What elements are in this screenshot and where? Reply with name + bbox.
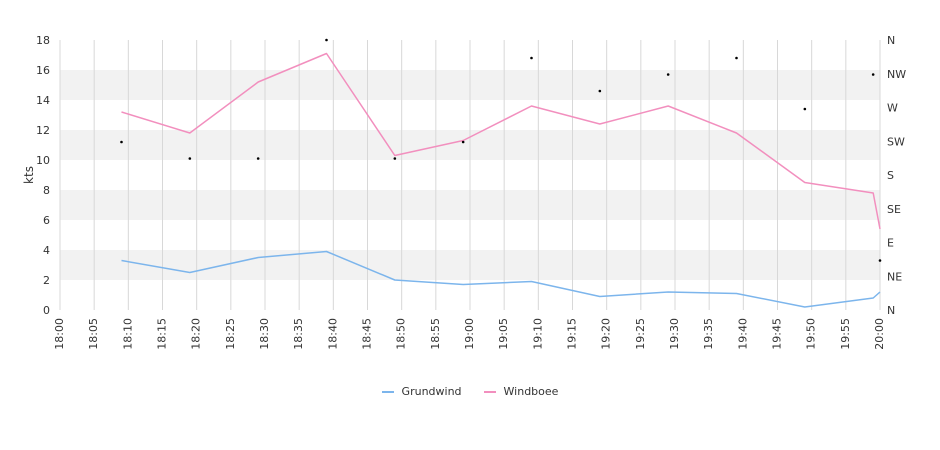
x-tick-label: 18:20 bbox=[190, 318, 203, 350]
x-tick-label: 19:20 bbox=[600, 318, 613, 350]
direction-marker bbox=[188, 157, 192, 160]
x-tick-label: 18:35 bbox=[292, 318, 305, 350]
x-tick-label: 18:30 bbox=[258, 318, 271, 350]
y-tick-label: 2 bbox=[43, 274, 50, 287]
x-tick-label: 18:05 bbox=[87, 318, 100, 350]
direction-marker bbox=[598, 89, 602, 93]
y-tick-label: 14 bbox=[36, 94, 50, 107]
x-tick-label: 19:40 bbox=[736, 318, 749, 350]
x-tick-label: 18:40 bbox=[326, 318, 339, 350]
x-tick-label: 18:50 bbox=[395, 318, 408, 350]
right-tick-label: SW bbox=[887, 135, 905, 148]
x-tick-label: 19:00 bbox=[463, 318, 476, 350]
x-tick-label: 18:15 bbox=[156, 318, 169, 350]
direction-marker bbox=[120, 140, 123, 144]
y-tick-label: 0 bbox=[43, 304, 50, 317]
y-tick-label: 8 bbox=[43, 184, 50, 197]
x-tick-label: 19:05 bbox=[497, 318, 510, 350]
x-tick-label: 19:50 bbox=[805, 318, 818, 350]
direction-markers bbox=[120, 38, 882, 262]
right-tick-label: SE bbox=[887, 203, 901, 216]
x-tick-label: 18:10 bbox=[121, 318, 134, 350]
direction-marker bbox=[735, 56, 738, 60]
y-tick-label: 10 bbox=[36, 154, 50, 167]
right-tick-label: N bbox=[887, 304, 895, 317]
y-tick-label: 4 bbox=[43, 244, 50, 257]
direction-marker bbox=[325, 38, 328, 42]
legend-item-windboee[interactable]: Windboee bbox=[483, 385, 559, 398]
x-tick-label: 19:10 bbox=[531, 318, 544, 350]
right-tick-label: W bbox=[887, 102, 898, 115]
x-tick-label: 18:25 bbox=[224, 318, 237, 350]
x-tick-label: 19:45 bbox=[771, 318, 784, 350]
series-lines bbox=[121, 52, 881, 308]
y-tick-label: 16 bbox=[36, 64, 50, 77]
legend-swatch-grundwind bbox=[381, 390, 394, 393]
direction-marker bbox=[871, 73, 875, 76]
right-tick-label: N bbox=[887, 34, 895, 47]
direction-marker bbox=[878, 259, 882, 262]
x-tick-label: 20:00 bbox=[873, 318, 886, 350]
direction-marker bbox=[803, 107, 807, 111]
y-axis-label: kts bbox=[22, 166, 36, 184]
direction-marker bbox=[256, 157, 260, 160]
y-tick-label: 18 bbox=[36, 34, 50, 47]
legend-label-grundwind: Grundwind bbox=[401, 385, 462, 398]
right-tick-label: NE bbox=[887, 270, 902, 283]
direction-marker bbox=[461, 140, 465, 144]
right-tick-label: E bbox=[887, 237, 894, 250]
series-line-grundwind bbox=[121, 250, 881, 308]
y-tick-label: 6 bbox=[43, 214, 50, 227]
x-tick-label: 18:00 bbox=[53, 318, 66, 350]
y-axis-ticks: 0 2 4 6 8 10 12 14 16 18 bbox=[36, 34, 50, 317]
direction-marker bbox=[666, 73, 670, 76]
vertical-gridlines bbox=[59, 40, 881, 310]
x-tick-label: 19:35 bbox=[702, 318, 715, 350]
right-tick-label: S bbox=[887, 169, 894, 182]
x-tick-label: 19:25 bbox=[634, 318, 647, 350]
legend-item-grundwind[interactable]: Grundwind bbox=[381, 385, 462, 398]
right-axis-ticks: N NE E SE S SW W NW N bbox=[887, 34, 906, 317]
legend: Grundwind Windboee bbox=[0, 385, 940, 398]
x-tick-label: 19:55 bbox=[839, 318, 852, 350]
legend-label-windboee: Windboee bbox=[503, 385, 559, 398]
series-line-windboee bbox=[121, 52, 881, 230]
x-tick-label: 19:30 bbox=[668, 318, 681, 350]
direction-marker bbox=[530, 56, 533, 60]
y-tick-label: 12 bbox=[36, 124, 50, 137]
x-tick-label: 18:45 bbox=[361, 318, 374, 350]
x-tick-label: 18:55 bbox=[429, 318, 442, 350]
legend-swatch-windboee bbox=[483, 390, 496, 393]
right-tick-label: NW bbox=[887, 68, 906, 81]
x-axis-ticks: 18:00 18:05 18:10 18:15 18:20 18:25 18:30 18:35… bbox=[53, 318, 886, 350]
direction-marker bbox=[393, 157, 397, 160]
x-tick-label: 19:15 bbox=[566, 318, 579, 350]
